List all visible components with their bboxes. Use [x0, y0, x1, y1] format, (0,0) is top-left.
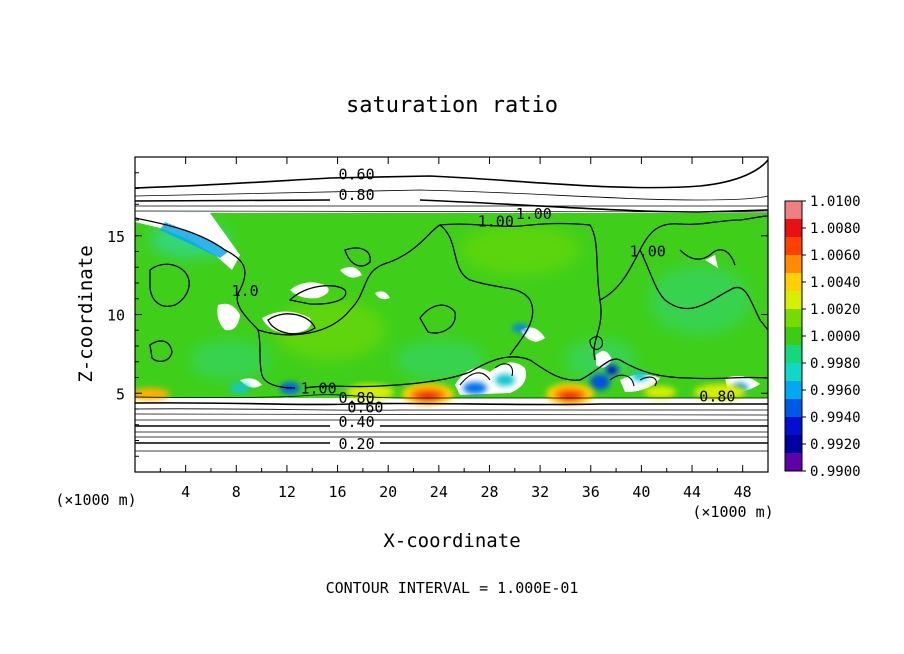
colorbar-swatch [785, 237, 802, 256]
colorbar-swatch [785, 453, 802, 472]
x-tick-label: 16 [329, 483, 347, 501]
y-tick-label: 10 [107, 307, 125, 325]
colorbar-swatch [785, 309, 802, 328]
colorbar-swatch [785, 219, 802, 238]
contour-label: 0.80 [338, 389, 374, 407]
x-tick-label: 40 [632, 483, 650, 501]
x-axis-right-unit: (×1000 m) [692, 503, 773, 521]
y-axis: 5 10 15 [107, 172, 768, 457]
x-tick-label: 12 [278, 483, 296, 501]
colorbar-swatch [785, 435, 802, 454]
contour-interval-note: CONTOUR INTERVAL = 1.000E-01 [326, 579, 579, 597]
x-tick-label: 48 [734, 483, 752, 501]
colorbar-tick-label: 0.9900 [810, 464, 861, 480]
colorbar-tick-label: 1.0100 [810, 194, 861, 210]
colorbar-tick-label: 0.9940 [810, 410, 861, 426]
colorbar-swatch [785, 255, 802, 274]
y-tick-label: 15 [107, 228, 125, 246]
colorbar: 1.0100 1.0080 1.0060 1.0040 1.0020 1.0000 0.99… [784, 194, 861, 480]
contour-label: 0.40 [338, 413, 374, 431]
x-axis: 4 8 12 16 20 24 28 32 36 40 44 48 [159, 157, 752, 501]
plot-area: 0.600.801.00 1.001.001.01.000.800.600.400… [135, 157, 768, 472]
colorbar-swatch [785, 327, 802, 346]
contour-label: 0.60 [338, 165, 374, 183]
x-tick-label: 32 [531, 483, 549, 501]
colorbar-tick-label: 0.9960 [810, 383, 861, 399]
x-tick-label: 8 [232, 483, 241, 501]
x-tick-label: 28 [480, 483, 498, 501]
contour-label: 1.00 [478, 213, 514, 231]
y-axis-label: Z-coordinate [75, 245, 97, 382]
colorbar-swatch [785, 345, 802, 364]
contour-label: 0.60 [347, 399, 383, 417]
colorbar-swatch [785, 417, 802, 436]
colorbar-tick-label: 1.0000 [810, 329, 861, 345]
contour-label-group: 0.600.801.00 1.001.001.01.000.800.600.400… [232, 165, 736, 453]
colorbar-swatch [785, 291, 802, 310]
contour-label: 1.0 [232, 282, 259, 300]
contour-label: 0.80 [699, 388, 735, 406]
chart-title: saturation ratio [346, 93, 558, 118]
contour-label: 1.00 [630, 243, 666, 261]
x-axis-left-unit: (×1000 m) [55, 491, 136, 509]
colorbar-tick-label: 1.0020 [810, 302, 861, 318]
colorbar-tick-label: 1.0080 [810, 221, 861, 237]
colorbar-swatch [785, 399, 802, 418]
colorbar-tick-label: 1.0060 [810, 248, 861, 264]
contour-lines [135, 159, 768, 452]
colorbar-swatch [785, 381, 802, 400]
x-tick-label: 24 [430, 483, 448, 501]
x-tick-label: 20 [379, 483, 397, 501]
colorbar-tick-label: 0.9920 [810, 437, 861, 453]
colorbar-swatch [785, 201, 802, 220]
contour-label: 0.20 [338, 435, 374, 453]
x-axis-label: X-coordinate [383, 530, 520, 552]
x-tick-label: 44 [683, 483, 701, 501]
contour-label: 1.00 [516, 205, 552, 223]
colorbar-tick-label: 1.0040 [810, 275, 861, 291]
colorbar-tick-label: 0.9980 [810, 356, 861, 372]
colorbar-swatch [785, 273, 802, 292]
y-tick-label: 5 [116, 385, 125, 403]
colorbar-swatch [785, 363, 802, 382]
x-tick-label: 36 [582, 483, 600, 501]
contour-label: 0.80 [338, 186, 374, 204]
saturation-field [135, 213, 768, 405]
x-tick-label: 4 [181, 483, 190, 501]
contour-label: 1.00 [301, 380, 337, 398]
